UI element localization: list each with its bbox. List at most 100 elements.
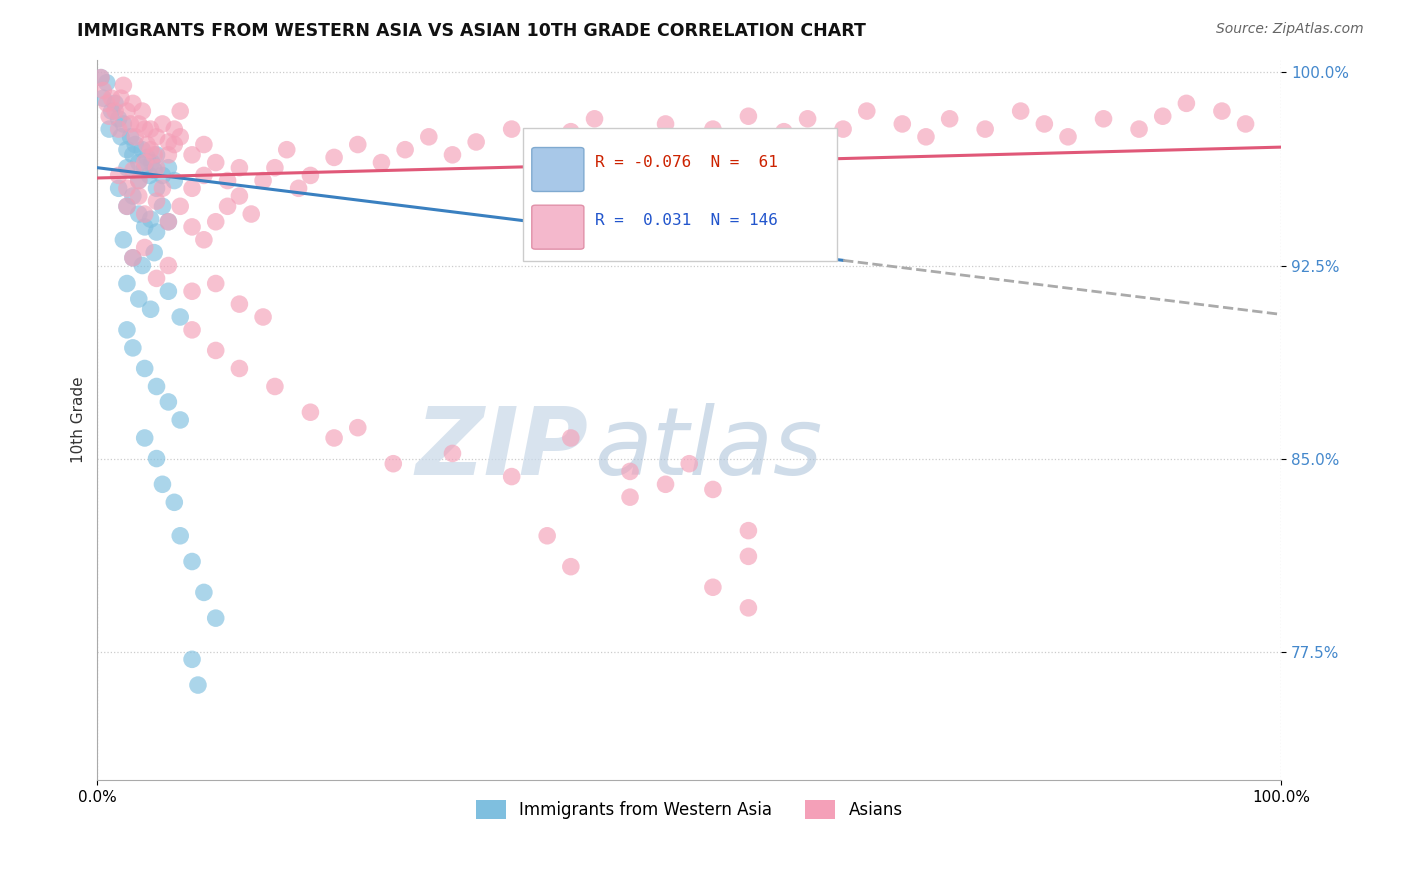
Point (104, 104, 127, 119)
Point (276, 143, 298, 157)
Point (145, 194, 167, 209)
Point (204, 215, 226, 229)
Point (264, 379, 287, 393)
Point (501, 122, 523, 136)
FancyBboxPatch shape (523, 128, 837, 261)
Point (157, 395, 180, 409)
Point (139, 302, 162, 317)
Point (136, 137, 159, 152)
Point (1152, 109, 1174, 123)
Point (152, 477, 174, 491)
Point (134, 207, 156, 221)
Point (110, 129, 132, 144)
Point (157, 285, 180, 299)
Point (346, 137, 368, 152)
Point (702, 580, 724, 594)
Point (128, 117, 150, 131)
Point (157, 148, 180, 162)
Point (121, 163, 143, 178)
Point (855, 104, 877, 119)
Point (418, 129, 440, 144)
Point (128, 173, 150, 187)
Point (974, 122, 997, 136)
Point (891, 117, 914, 131)
Point (678, 457, 700, 471)
Point (323, 431, 346, 445)
Point (702, 483, 724, 497)
Point (145, 379, 167, 393)
Point (128, 292, 150, 306)
Point (654, 477, 676, 491)
Legend: Immigrants from Western Asia, Asians: Immigrants from Western Asia, Asians (470, 794, 910, 826)
Point (228, 161, 250, 175)
FancyBboxPatch shape (531, 205, 583, 249)
Point (145, 181, 167, 195)
Point (796, 112, 818, 126)
Point (323, 150, 346, 164)
Point (169, 529, 191, 543)
Point (169, 413, 191, 427)
Point (121, 148, 143, 162)
Point (134, 431, 156, 445)
Point (737, 524, 759, 538)
Point (252, 173, 274, 187)
Point (169, 199, 191, 213)
Point (1211, 104, 1233, 119)
Point (136, 150, 159, 164)
Point (252, 310, 274, 324)
Point (131, 104, 153, 119)
Point (107, 122, 129, 136)
Point (107, 169, 129, 183)
Point (619, 490, 641, 504)
Point (619, 129, 641, 144)
Point (560, 431, 582, 445)
Point (90, 70, 112, 85)
Point (217, 173, 239, 187)
Point (1175, 96, 1198, 111)
Point (163, 122, 186, 136)
Point (938, 112, 960, 126)
Point (181, 652, 204, 666)
Point (157, 135, 180, 149)
Text: ZIP: ZIP (416, 403, 589, 495)
Point (737, 600, 759, 615)
Point (299, 405, 322, 419)
Text: R =  0.031  N = 146: R = 0.031 N = 146 (595, 213, 778, 227)
Y-axis label: 10th Grade: 10th Grade (72, 376, 86, 463)
Point (204, 611, 226, 625)
Point (1128, 122, 1150, 136)
Point (115, 199, 138, 213)
Point (98, 122, 121, 136)
Point (204, 343, 226, 358)
Point (91, 83, 114, 97)
Point (163, 173, 186, 187)
Point (773, 125, 796, 139)
Point (121, 189, 143, 203)
Point (536, 529, 558, 543)
FancyBboxPatch shape (531, 147, 583, 192)
Point (91, 91, 114, 105)
Point (737, 549, 759, 564)
Point (134, 219, 156, 234)
Point (124, 137, 146, 152)
Point (115, 143, 138, 157)
Point (121, 251, 143, 265)
Point (143, 148, 166, 162)
Point (157, 259, 180, 273)
Point (204, 155, 226, 169)
Text: atlas: atlas (595, 403, 823, 494)
Point (193, 585, 215, 599)
Point (115, 161, 138, 175)
Point (264, 161, 287, 175)
Point (134, 155, 156, 169)
Point (131, 143, 153, 157)
Point (157, 215, 180, 229)
Point (110, 91, 132, 105)
Point (382, 457, 405, 471)
Point (120, 117, 142, 131)
Point (163, 495, 186, 509)
Point (115, 199, 138, 213)
Point (138, 169, 160, 183)
Point (143, 245, 166, 260)
Point (121, 96, 143, 111)
